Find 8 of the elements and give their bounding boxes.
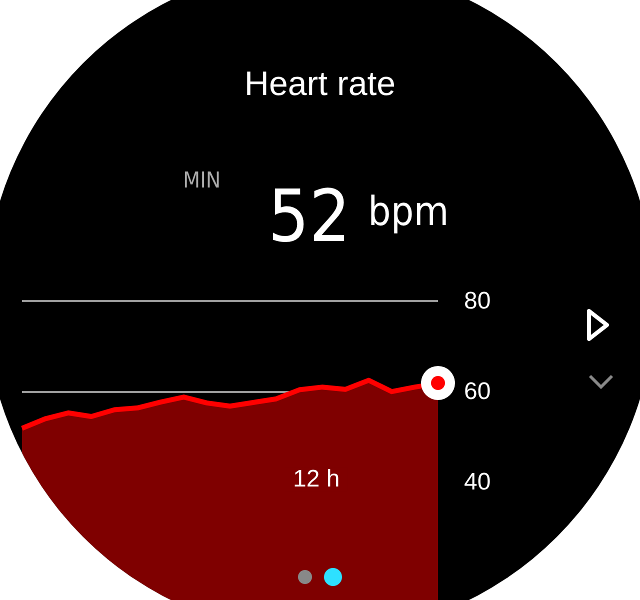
text: MIN [183,168,221,194]
y-tick-label: 60 [464,378,491,406]
y-tick-label: 40 [464,468,491,496]
text: bpm [368,189,449,235]
text: 52 [268,174,350,258]
y-tick-label: 80 [464,288,491,314]
chart-title: Heart rate [244,65,396,103]
annotation: 12 h [293,466,340,493]
